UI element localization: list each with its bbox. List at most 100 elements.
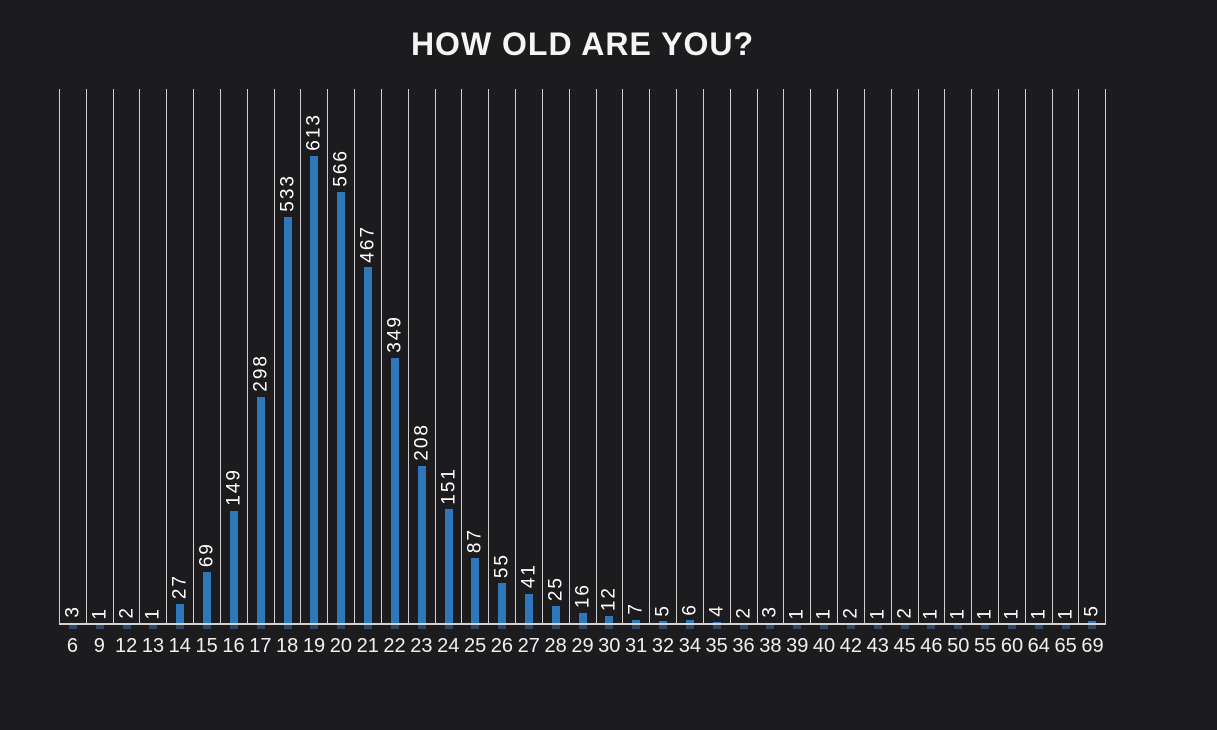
chart-column: 2 bbox=[837, 89, 864, 629]
bar-base-stub bbox=[364, 625, 373, 629]
chart-column: 6 bbox=[676, 89, 703, 629]
chart-column: 613 bbox=[300, 89, 327, 629]
bar-base-stub bbox=[927, 625, 936, 629]
bar-value-label: 12 bbox=[598, 585, 620, 611]
chart-column: 1 bbox=[139, 89, 166, 629]
chart-column: 1 bbox=[810, 89, 837, 629]
x-axis-tick-label: 19 bbox=[302, 635, 326, 657]
chart-column: 1 bbox=[944, 89, 971, 629]
bar-base-stub bbox=[176, 625, 185, 629]
bar-value-label: 27 bbox=[169, 574, 191, 600]
chart-column: 1 bbox=[1051, 89, 1079, 629]
bar-base-stub bbox=[900, 625, 909, 629]
bar-base-stub bbox=[417, 625, 426, 629]
bar-base-stub bbox=[578, 625, 587, 629]
bar bbox=[632, 619, 641, 625]
chart-column: 4 bbox=[702, 89, 730, 629]
bar-base-stub bbox=[95, 625, 104, 629]
chart-column: 27 bbox=[166, 89, 193, 629]
bar-base-stub bbox=[390, 625, 399, 629]
bar-value-label: 1 bbox=[89, 606, 111, 620]
bar-value-label: 5 bbox=[652, 603, 674, 617]
x-axis-tick-label: 21 bbox=[356, 635, 379, 657]
bar bbox=[390, 357, 399, 625]
bar-value-label: 298 bbox=[250, 354, 272, 392]
chart-column: 151 bbox=[434, 89, 462, 629]
bar bbox=[176, 604, 185, 625]
bar-value-label: 1 bbox=[786, 606, 808, 620]
bar-value-label: 4 bbox=[706, 604, 728, 617]
bar-base-stub bbox=[873, 625, 882, 629]
chart-column: 566 bbox=[327, 89, 354, 629]
bar-value-label: 55 bbox=[491, 552, 513, 578]
x-axis-tick-label: 36 bbox=[732, 635, 755, 657]
bar-value-label: 1 bbox=[1028, 606, 1050, 620]
chart-title: HOW OLD ARE YOU? bbox=[410, 26, 755, 62]
x-axis-tick-label: 14 bbox=[168, 635, 191, 657]
chart-column: 3 bbox=[59, 89, 86, 629]
bar-base-stub bbox=[766, 625, 775, 629]
bar-value-label: 25 bbox=[545, 575, 567, 601]
x-axis-tick-label: 18 bbox=[276, 635, 299, 657]
bar-base-stub bbox=[471, 625, 480, 629]
x-axis-tick-label: 23 bbox=[410, 635, 433, 657]
bar bbox=[578, 612, 587, 625]
x-axis-tick-label: 43 bbox=[866, 635, 889, 657]
x-axis-tick-label: 39 bbox=[786, 635, 809, 657]
x-axis-tick-label: 16 bbox=[222, 635, 245, 657]
bar-base-stub bbox=[1088, 625, 1097, 629]
bar-value-label: 2 bbox=[733, 605, 755, 619]
chart-column: 1 bbox=[971, 89, 998, 629]
x-axis-labels: 6 9 12 13 14 15 16 17 18 19 20 21 22 23 24 25 26 27 28 29 30… bbox=[59, 634, 1106, 658]
x-axis-tick-label: 35 bbox=[705, 635, 728, 657]
bar bbox=[498, 582, 507, 625]
bar-value-label: 1 bbox=[1001, 606, 1023, 620]
plot-area: 3 1 2 1 27 69 149 298 533 613 566 467 349 208 151 87 55 4… bbox=[59, 89, 1106, 629]
chart-column: 1 bbox=[1024, 89, 1052, 629]
chart-column: 16 bbox=[568, 89, 596, 629]
bar bbox=[256, 396, 265, 625]
x-axis-tick-label: 25 bbox=[463, 635, 487, 657]
bar-value-label: 613 bbox=[303, 112, 325, 151]
x-axis-tick-label: 12 bbox=[114, 635, 138, 657]
bar-base-stub bbox=[712, 625, 721, 629]
bar-value-label: 1 bbox=[974, 606, 996, 620]
bar-value-label: 3 bbox=[759, 605, 781, 618]
bar-value-label: 149 bbox=[223, 468, 245, 506]
chart-column: 87 bbox=[461, 89, 488, 629]
bar-value-label: 6 bbox=[679, 602, 701, 616]
x-axis-tick-label: 17 bbox=[249, 635, 272, 657]
x-axis-tick-label: 60 bbox=[1000, 635, 1024, 657]
x-axis-tick-label: 64 bbox=[1027, 635, 1050, 657]
x-axis-tick-label: 28 bbox=[544, 635, 567, 657]
bar-value-label: 1 bbox=[813, 606, 835, 620]
x-axis-tick-label: 27 bbox=[517, 635, 540, 657]
chart-column: 7 bbox=[622, 89, 649, 629]
chart-column: 298 bbox=[246, 89, 274, 629]
chart-column: 5 bbox=[649, 89, 676, 629]
x-axis-tick-label: 34 bbox=[678, 635, 701, 657]
bar-base-stub bbox=[149, 625, 158, 629]
chart-column: 3 bbox=[756, 89, 784, 629]
bar-base-stub bbox=[1061, 625, 1070, 629]
bar-base-stub bbox=[981, 625, 990, 629]
x-axis-tick-label: 13 bbox=[141, 635, 165, 657]
x-axis-tick-label: 69 bbox=[1081, 635, 1104, 657]
x-axis-tick-label: 55 bbox=[973, 635, 997, 657]
x-axis-tick-label: 45 bbox=[893, 635, 916, 657]
bar-value-label: 1 bbox=[947, 606, 969, 620]
bar-value-label: 1 bbox=[1055, 606, 1077, 620]
chart-column: 533 bbox=[273, 89, 301, 629]
bar bbox=[417, 465, 426, 625]
bar-value-label: 1 bbox=[867, 606, 889, 620]
bar-value-label: 349 bbox=[384, 315, 406, 353]
x-axis-tick-label: 29 bbox=[571, 635, 594, 657]
x-axis-tick-label: 38 bbox=[759, 635, 782, 657]
bar-base-stub bbox=[685, 625, 694, 629]
chart-column: 1 bbox=[863, 89, 891, 629]
bar-base-stub bbox=[605, 625, 614, 629]
chart-column: 41 bbox=[515, 89, 542, 629]
chart-column: 12 bbox=[595, 89, 623, 629]
bar-value-label: 16 bbox=[572, 582, 594, 608]
chart-column: 349 bbox=[380, 89, 408, 629]
